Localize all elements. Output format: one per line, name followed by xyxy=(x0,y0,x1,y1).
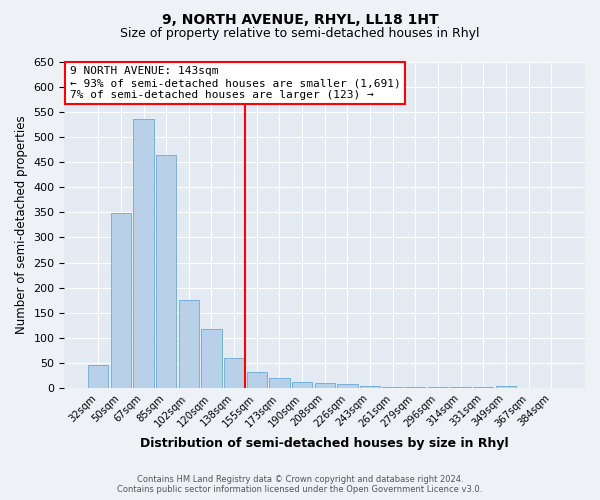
Bar xyxy=(133,120,154,388)
Text: Size of property relative to semi-detached houses in Rhyl: Size of property relative to semi-detach… xyxy=(120,28,480,40)
Y-axis label: Number of semi-detached properties: Number of semi-detached properties xyxy=(15,116,28,334)
X-axis label: Distribution of semi-detached houses by size in Rhyl: Distribution of semi-detached houses by … xyxy=(140,437,509,450)
Bar xyxy=(496,386,516,388)
Bar xyxy=(156,156,176,388)
Text: Contains HM Land Registry data © Crown copyright and database right 2024.
Contai: Contains HM Land Registry data © Crown c… xyxy=(118,474,482,494)
Bar xyxy=(382,386,403,388)
Bar xyxy=(337,384,358,388)
Bar xyxy=(314,383,335,388)
Text: 9, NORTH AVENUE, RHYL, LL18 1HT: 9, NORTH AVENUE, RHYL, LL18 1HT xyxy=(161,12,439,26)
Bar xyxy=(292,382,312,388)
Bar xyxy=(179,300,199,388)
Bar xyxy=(224,358,244,388)
Bar xyxy=(451,387,471,388)
Bar xyxy=(88,365,109,388)
Bar xyxy=(360,386,380,388)
Bar xyxy=(269,378,290,388)
Bar xyxy=(201,329,221,388)
Bar xyxy=(111,214,131,388)
Bar xyxy=(247,372,267,388)
Text: 9 NORTH AVENUE: 143sqm
← 93% of semi-detached houses are smaller (1,691)
7% of s: 9 NORTH AVENUE: 143sqm ← 93% of semi-det… xyxy=(70,66,400,100)
Bar xyxy=(473,387,493,388)
Bar xyxy=(405,386,425,388)
Bar xyxy=(428,387,448,388)
